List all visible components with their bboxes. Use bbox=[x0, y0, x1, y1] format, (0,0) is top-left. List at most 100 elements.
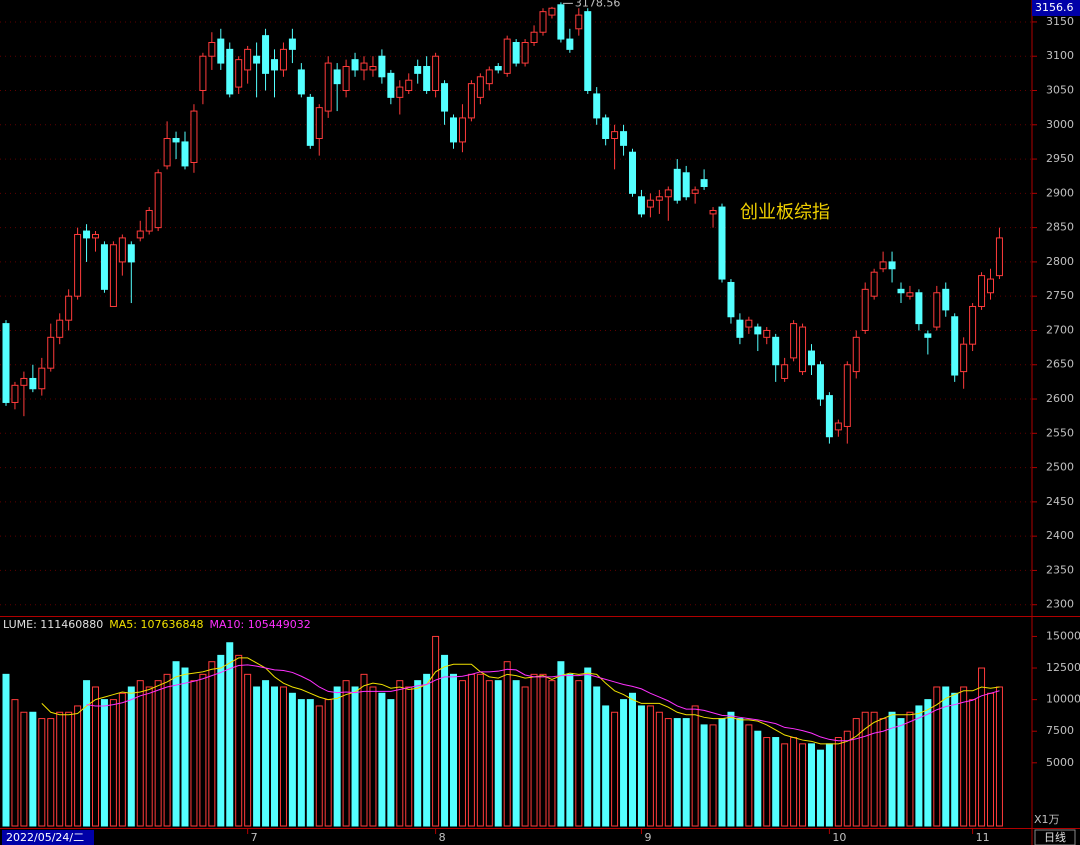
volume-bar bbox=[682, 718, 690, 827]
volume-bar bbox=[987, 692, 994, 827]
candle-body bbox=[226, 48, 234, 95]
candle-body bbox=[38, 367, 46, 390]
annotation: 创业板综指 bbox=[740, 202, 830, 223]
volume-bar bbox=[736, 718, 744, 827]
x-tick-label: 8 bbox=[439, 831, 446, 844]
candle-body bbox=[584, 11, 592, 92]
x-tick-label: 9 bbox=[644, 831, 651, 844]
volume-bar bbox=[557, 661, 565, 827]
volume-bar bbox=[754, 730, 762, 827]
candle-body bbox=[378, 55, 386, 78]
candle-body bbox=[83, 230, 91, 239]
volume-bar bbox=[163, 673, 171, 827]
volume-bar bbox=[718, 718, 726, 827]
legend-entry: MA5: 107636848 bbox=[109, 618, 203, 631]
y-tick-label: 2500 bbox=[1046, 461, 1074, 474]
candle-body bbox=[843, 364, 851, 427]
candle-body bbox=[271, 59, 278, 71]
y-tick-label: 2300 bbox=[1046, 598, 1074, 611]
volume-bar bbox=[467, 673, 475, 827]
candle-body bbox=[682, 172, 690, 198]
candle-body bbox=[575, 14, 583, 30]
volume-bar bbox=[432, 635, 440, 827]
volume-bar bbox=[11, 699, 19, 827]
candle-body bbox=[718, 206, 726, 280]
candle-body bbox=[414, 66, 422, 74]
y-tick-label: 2850 bbox=[1046, 221, 1074, 234]
volume-bar bbox=[38, 718, 46, 827]
volume-bar bbox=[396, 680, 404, 827]
candle-body bbox=[154, 172, 162, 229]
candle-body bbox=[441, 83, 449, 112]
volume-bar bbox=[136, 680, 144, 827]
candle-body bbox=[781, 364, 789, 379]
volume-bar bbox=[512, 680, 520, 827]
volume-bar bbox=[951, 692, 959, 827]
volume-bar bbox=[423, 673, 431, 827]
y-tick-label: 2350 bbox=[1046, 563, 1074, 576]
candle-body bbox=[494, 66, 502, 71]
volume-bar bbox=[781, 743, 789, 827]
volume-bar bbox=[476, 673, 484, 827]
candle-body bbox=[754, 326, 762, 335]
candle-body bbox=[503, 38, 511, 74]
candle-body bbox=[387, 72, 395, 98]
candle-body bbox=[629, 151, 636, 194]
volume-bar bbox=[700, 724, 708, 827]
volume-bar bbox=[74, 705, 82, 827]
y-tick-label: 2650 bbox=[1046, 358, 1074, 371]
volume-bar bbox=[271, 686, 278, 827]
candle-body bbox=[978, 275, 986, 307]
volume-bar bbox=[727, 711, 735, 827]
volume-bar bbox=[799, 743, 807, 827]
candle-body bbox=[65, 295, 73, 321]
volume-bar bbox=[969, 699, 977, 827]
legend-entry: MA10: 105449032 bbox=[209, 618, 310, 631]
candle-body bbox=[288, 38, 296, 50]
y-tick-label: 2950 bbox=[1046, 152, 1074, 165]
volume-bar bbox=[109, 699, 117, 827]
volume-bar bbox=[65, 711, 73, 827]
volume-bar bbox=[369, 686, 377, 827]
ma-line bbox=[86, 664, 1000, 742]
period-label: 日线 bbox=[1044, 830, 1066, 844]
volume-bar bbox=[906, 711, 914, 827]
top-value: 3156.6 bbox=[1035, 1, 1074, 14]
x-tick-label: 7 bbox=[251, 831, 258, 844]
volume-bar bbox=[745, 724, 753, 827]
candle-body bbox=[47, 336, 55, 369]
candle-body bbox=[297, 69, 305, 95]
volume-bar bbox=[279, 686, 287, 827]
unit-label: X1万 bbox=[1034, 813, 1060, 826]
y-tick-label: 3150 bbox=[1046, 15, 1074, 28]
volume-bar bbox=[414, 680, 422, 827]
volume-bar bbox=[924, 699, 932, 827]
candle-body bbox=[100, 244, 108, 290]
candle-body bbox=[548, 7, 556, 16]
volume-bar bbox=[825, 743, 833, 827]
candle-body bbox=[951, 316, 959, 376]
candle-body bbox=[351, 59, 359, 71]
y-tick-label: 12500 bbox=[1046, 661, 1080, 674]
volume-bar bbox=[566, 673, 574, 827]
candle-body bbox=[244, 48, 252, 71]
volume-bar bbox=[548, 680, 556, 827]
volume-bar bbox=[83, 680, 91, 827]
candle-body bbox=[646, 199, 654, 208]
candle-body bbox=[324, 62, 332, 112]
volume-bar bbox=[2, 673, 10, 827]
volume-bar bbox=[664, 718, 672, 827]
candle-body bbox=[360, 62, 368, 71]
candle-body bbox=[11, 384, 19, 403]
candle-body bbox=[467, 83, 475, 119]
candle-body bbox=[655, 196, 663, 201]
candle-body bbox=[369, 66, 377, 71]
volume-bar bbox=[673, 718, 681, 827]
candle-body bbox=[620, 131, 628, 146]
candle-body bbox=[109, 244, 117, 307]
candle-body bbox=[825, 395, 833, 438]
candle-body bbox=[199, 55, 207, 92]
volume-bar bbox=[655, 711, 663, 827]
candle-body bbox=[512, 42, 520, 64]
